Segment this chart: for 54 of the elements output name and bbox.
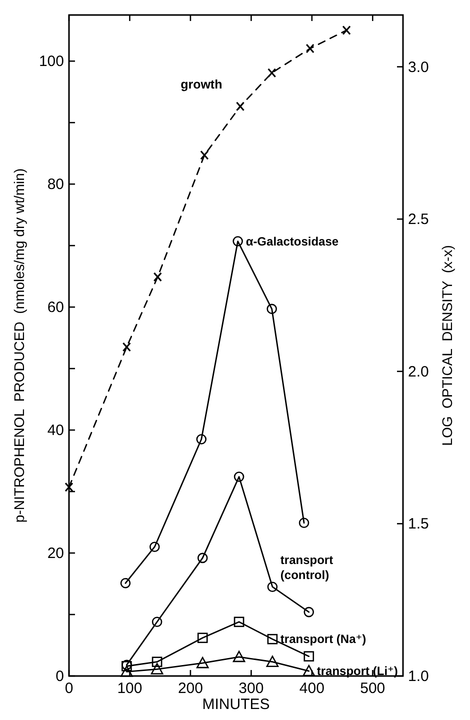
y-tick-label: 40 bbox=[47, 422, 64, 440]
y-tick-label: 80 bbox=[47, 176, 64, 194]
point bbox=[120, 578, 131, 588]
point bbox=[268, 68, 276, 78]
point bbox=[306, 44, 314, 54]
point bbox=[234, 472, 244, 482]
annotation: α-Galactosidase bbox=[246, 234, 339, 248]
point bbox=[304, 651, 314, 662]
point bbox=[266, 656, 279, 668]
y2-axis-title: LOG OPTICAL DENSITY (x-x) bbox=[439, 245, 455, 446]
annotation: transport (Li⁺) bbox=[316, 664, 398, 678]
y-axis-title: p-NITROPHENOL PRODUCED (nmoles/mg dry wt/min) bbox=[11, 168, 27, 523]
point bbox=[298, 518, 310, 528]
y2-tick-label: 1.0 bbox=[408, 668, 429, 685]
x-tick-label: 400 bbox=[299, 680, 324, 697]
point bbox=[120, 666, 133, 677]
point bbox=[304, 606, 314, 618]
point bbox=[236, 102, 245, 112]
point bbox=[150, 663, 164, 674]
y-tick-label: 60 bbox=[47, 299, 64, 316]
point bbox=[153, 272, 162, 282]
y-tick-label: 0 bbox=[56, 668, 64, 685]
point bbox=[149, 542, 160, 552]
annotation: transport (Na⁺) bbox=[280, 632, 366, 646]
point bbox=[232, 650, 246, 662]
point bbox=[152, 616, 162, 628]
y-tick-label: 20 bbox=[47, 545, 64, 562]
point bbox=[64, 482, 74, 492]
annotation: transport (control) bbox=[280, 552, 334, 582]
x-tick-label: 500 bbox=[360, 680, 386, 697]
x-tick-label: 300 bbox=[238, 680, 264, 697]
point bbox=[232, 236, 243, 246]
point bbox=[302, 664, 316, 676]
point bbox=[196, 434, 207, 444]
point bbox=[342, 25, 351, 36]
point bbox=[196, 656, 209, 668]
point bbox=[200, 150, 209, 160]
series-label: growth bbox=[180, 77, 222, 92]
y2-tick-label: 2.5 bbox=[408, 211, 429, 228]
y2-tick-label: 2.0 bbox=[408, 363, 429, 380]
point bbox=[267, 582, 278, 592]
x-tick-label: 200 bbox=[178, 680, 203, 697]
x-tick-label: 100 bbox=[117, 680, 142, 697]
y2-tick-label: 1.5 bbox=[408, 516, 429, 533]
x-axis-title: MINUTES bbox=[202, 696, 270, 713]
point bbox=[266, 304, 277, 314]
point bbox=[197, 632, 208, 644]
point bbox=[267, 634, 278, 644]
point bbox=[197, 552, 208, 564]
point bbox=[234, 616, 244, 628]
point bbox=[152, 656, 162, 668]
y2-tick-label: 3.0 bbox=[408, 58, 429, 76]
y-tick-label: 100 bbox=[38, 53, 64, 70]
point bbox=[122, 342, 131, 352]
